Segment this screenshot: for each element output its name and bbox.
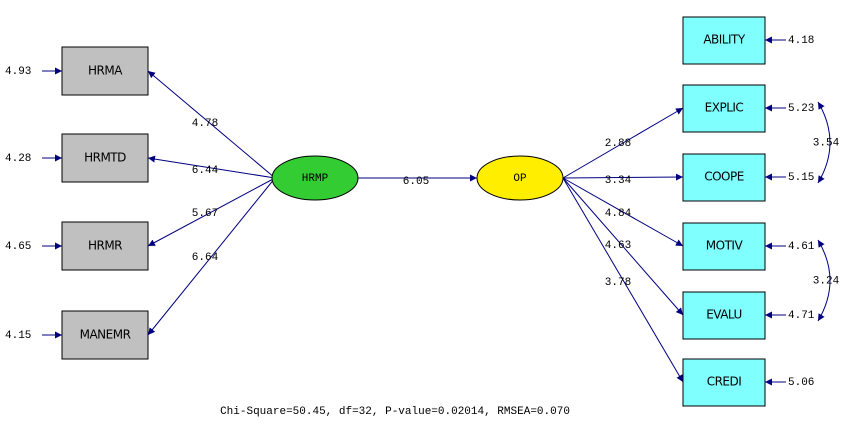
loading-value: 6.64 xyxy=(192,252,219,264)
error-variance: 4.28 xyxy=(5,153,31,165)
loading-value: 2.88 xyxy=(605,138,631,150)
error-variance: 4.18 xyxy=(788,35,814,47)
observed-label: HRMR xyxy=(88,239,122,253)
path-diagram: Chi-Square=50.45, df=32, P-value=0.02014… xyxy=(0,0,845,444)
error-variance: 4.61 xyxy=(788,241,815,253)
latent-label: HRMP xyxy=(302,173,329,185)
error-variance: 5.23 xyxy=(788,103,814,115)
observed-label: MOTIV xyxy=(706,239,744,253)
loading-value: 3.34 xyxy=(605,175,632,187)
latent-label: OP xyxy=(513,173,527,185)
observed-label: EVALU xyxy=(706,308,742,322)
error-variance: 4.65 xyxy=(5,241,31,253)
error-variance: 5.06 xyxy=(788,377,814,389)
error-variance: 4.15 xyxy=(5,330,31,342)
observed-label: CREDI xyxy=(707,375,742,389)
loading-value: 5.67 xyxy=(192,208,218,220)
error-variance: 4.93 xyxy=(5,66,31,78)
observed-label: EXPLIC xyxy=(705,101,744,115)
covariance-value: 3.54 xyxy=(813,137,840,149)
observed-label: HRMA xyxy=(88,64,123,78)
structural-value: 6.05 xyxy=(403,176,429,188)
error-variance: 4.71 xyxy=(788,310,815,322)
observed-label: MANEMR xyxy=(80,328,131,342)
loading-value: 6.44 xyxy=(192,165,219,177)
loading-value: 4.78 xyxy=(192,118,218,130)
loading-value: 4.84 xyxy=(605,208,632,220)
observed-label: ABILITY xyxy=(703,33,746,47)
fit-statistics: Chi-Square=50.45, df=32, P-value=0.02014… xyxy=(220,406,570,418)
observed-label: COOPE xyxy=(704,170,744,184)
error-variance: 5.15 xyxy=(788,172,814,184)
loading-value: 3.78 xyxy=(605,277,631,289)
covariance-value: 3.24 xyxy=(813,275,840,287)
observed-label: HRMTD xyxy=(84,151,126,165)
loading-value: 4.63 xyxy=(605,240,631,252)
